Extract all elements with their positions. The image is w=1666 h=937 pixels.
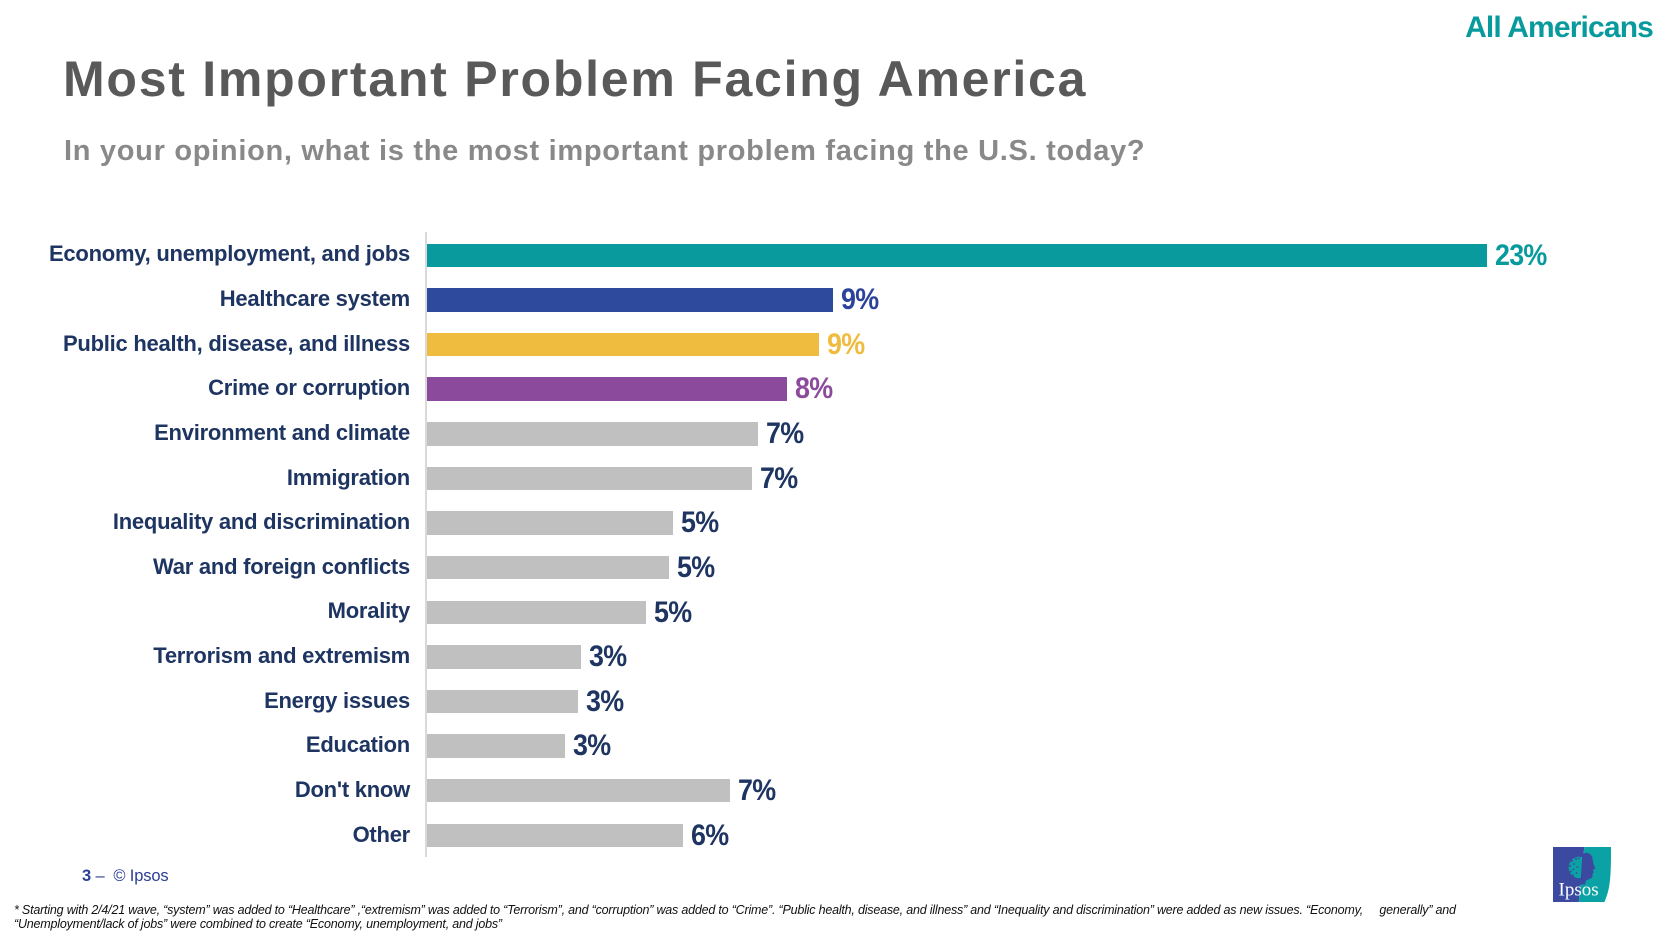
svg-text:Ipsos: Ipsos — [1559, 880, 1599, 901]
